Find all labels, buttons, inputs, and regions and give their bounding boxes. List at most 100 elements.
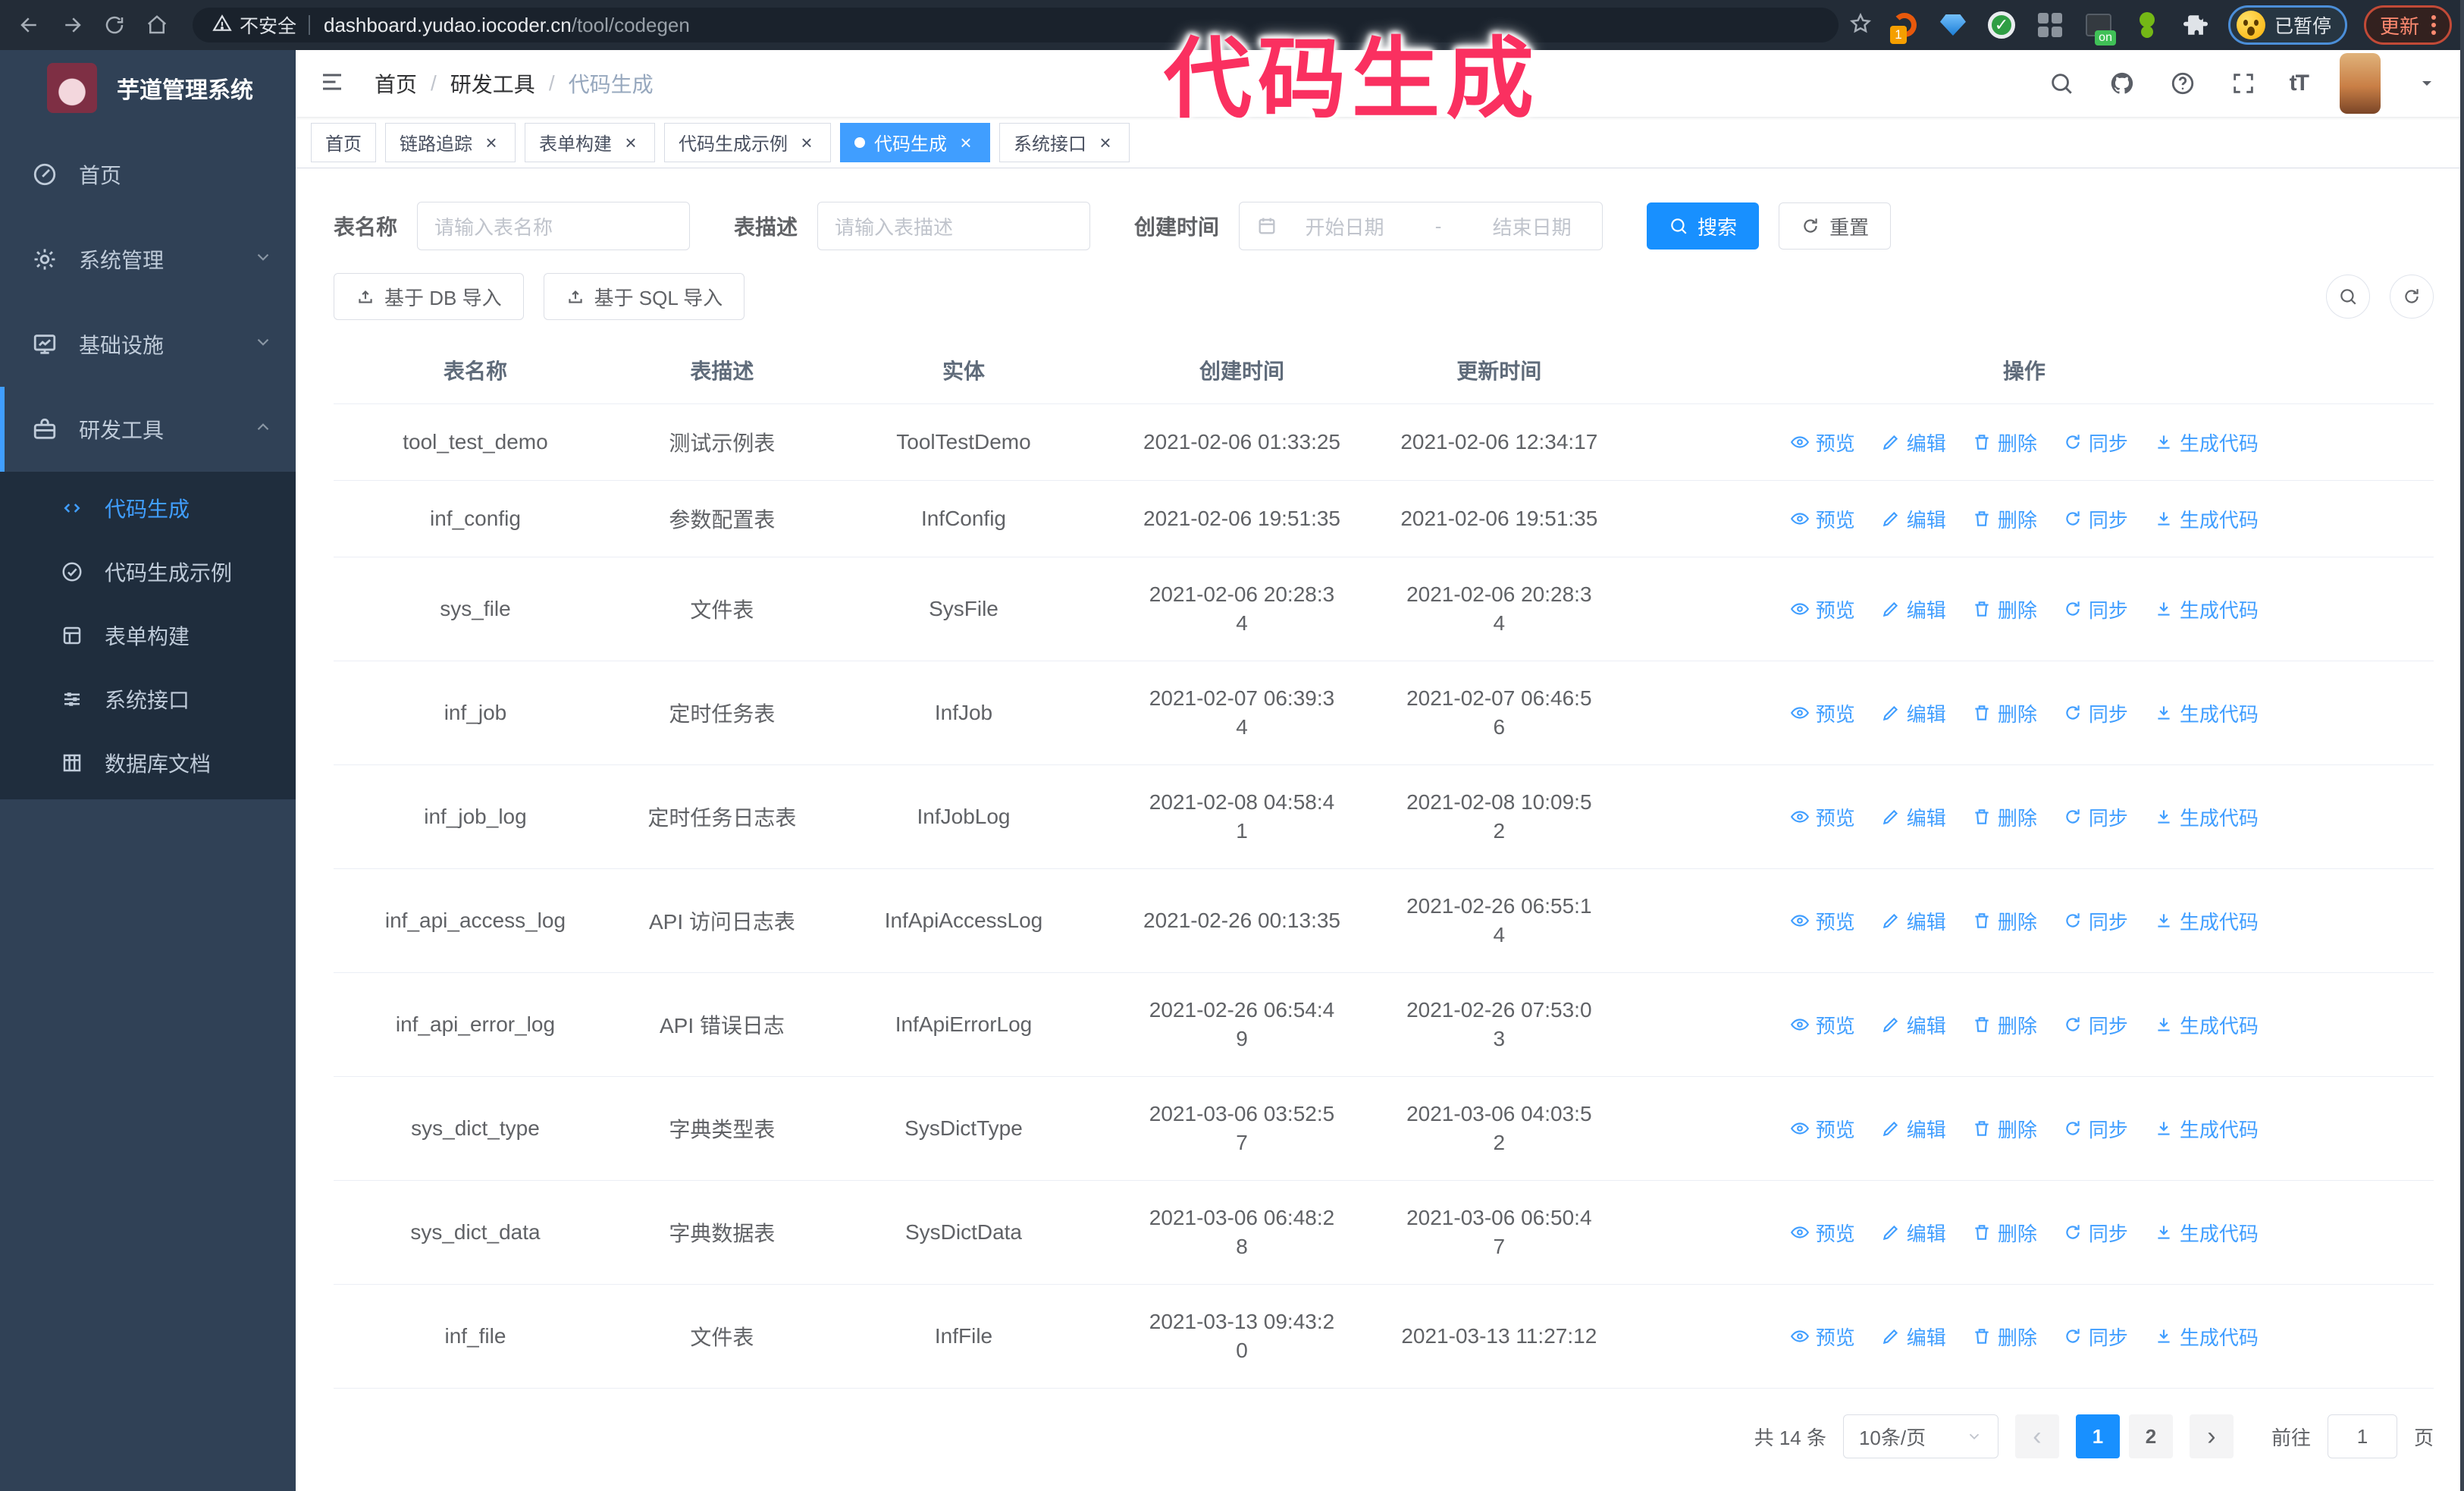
preview-link[interactable]: 预览 — [1790, 595, 1855, 623]
table-desc-input[interactable]: 请输入表描述 — [817, 202, 1091, 250]
preview-link[interactable]: 预览 — [1790, 907, 1855, 935]
sidebar-item-codegen[interactable]: 代码生成 — [0, 476, 296, 540]
delete-link[interactable]: 删除 — [1972, 1219, 2037, 1247]
not-secure-label[interactable]: 不安全 — [240, 16, 297, 37]
toggle-search-button[interactable] — [2326, 275, 2370, 319]
sync-link[interactable]: 同步 — [2063, 907, 2128, 935]
tab-系统接口[interactable]: 系统接口 × — [999, 122, 1130, 162]
table-name-input[interactable]: 请输入表名称 — [417, 202, 691, 250]
generate-code-link[interactable]: 生成代码 — [2154, 428, 2259, 457]
generate-code-link[interactable]: 生成代码 — [2154, 1219, 2259, 1247]
extension-check-icon[interactable]: ✓ — [1986, 9, 2017, 41]
generate-code-link[interactable]: 生成代码 — [2154, 1115, 2259, 1143]
sync-link[interactable]: 同步 — [2063, 1011, 2128, 1039]
delete-link[interactable]: 删除 — [1972, 595, 2037, 623]
generate-code-link[interactable]: 生成代码 — [2154, 907, 2259, 935]
tab-链路追踪[interactable]: 链路追踪 × — [385, 122, 516, 162]
tab-close-icon[interactable]: × — [960, 130, 972, 154]
sync-link[interactable]: 同步 — [2063, 699, 2128, 727]
sync-link[interactable]: 同步 — [2063, 1115, 2128, 1143]
extension-grid-icon[interactable] — [2034, 9, 2066, 41]
import-sql-button[interactable]: 基于 SQL 导入 — [543, 273, 745, 320]
delete-link[interactable]: 删除 — [1972, 1323, 2037, 1351]
sync-link[interactable]: 同步 — [2063, 595, 2128, 623]
sidebar-item-db-doc[interactable]: 数据库文档 — [0, 731, 296, 795]
preview-link[interactable]: 预览 — [1790, 1115, 1855, 1143]
page-size-select[interactable]: 10条/页 — [1842, 1414, 1998, 1458]
preview-link[interactable]: 预览 — [1790, 1011, 1855, 1039]
preview-link[interactable]: 预览 — [1790, 803, 1855, 831]
import-db-button[interactable]: 基于 DB 导入 — [334, 273, 524, 320]
generate-code-link[interactable]: 生成代码 — [2154, 505, 2259, 533]
edit-link[interactable]: 编辑 — [1881, 1219, 1946, 1247]
search-button[interactable]: 搜索 — [1647, 202, 1760, 250]
sync-link[interactable]: 同步 — [2063, 1323, 2128, 1351]
delete-link[interactable]: 删除 — [1972, 505, 2037, 533]
avatar-caret-down-icon[interactable] — [2412, 69, 2441, 98]
delete-link[interactable]: 删除 — [1972, 907, 2037, 935]
delete-link[interactable]: 删除 — [1972, 1115, 2037, 1143]
generate-code-link[interactable]: 生成代码 — [2154, 1011, 2259, 1039]
sidebar-item-form-builder[interactable]: 表单构建 — [0, 604, 296, 667]
browser-back-icon[interactable] — [12, 8, 47, 42]
sync-link[interactable]: 同步 — [2063, 505, 2128, 533]
edit-link[interactable]: 编辑 — [1881, 505, 1946, 533]
edit-link[interactable]: 编辑 — [1881, 907, 1946, 935]
fullscreen-icon[interactable] — [2229, 69, 2258, 98]
edit-link[interactable]: 编辑 — [1881, 428, 1946, 457]
browser-menu-dots-icon[interactable] — [2431, 15, 2436, 35]
github-icon[interactable] — [2108, 69, 2136, 98]
sync-link[interactable]: 同步 — [2063, 428, 2128, 457]
extension-person-icon[interactable] — [2131, 9, 2163, 41]
tab-表单构建[interactable]: 表单构建 × — [525, 122, 655, 162]
tab-代码生成[interactable]: 代码生成 × — [840, 122, 990, 162]
next-page-button[interactable]: › — [2189, 1414, 2234, 1458]
delete-link[interactable]: 删除 — [1972, 699, 2037, 727]
browser-reload-icon[interactable] — [97, 8, 132, 42]
generate-code-link[interactable]: 生成代码 — [2154, 699, 2259, 727]
tab-close-icon[interactable]: × — [1099, 130, 1111, 154]
breadcrumb-dev-tools[interactable]: 研发工具 — [450, 73, 535, 96]
sidebar-item-dev-tools[interactable]: 研发工具 — [0, 387, 296, 472]
edit-link[interactable]: 编辑 — [1881, 595, 1946, 623]
delete-link[interactable]: 删除 — [1972, 1011, 2037, 1039]
tab-close-icon[interactable]: × — [801, 130, 813, 154]
help-icon[interactable] — [2168, 69, 2197, 98]
generate-code-link[interactable]: 生成代码 — [2154, 803, 2259, 831]
sidebar-item-codegen-example[interactable]: 代码生成示例 — [0, 540, 296, 604]
edit-link[interactable]: 编辑 — [1881, 1011, 1946, 1039]
delete-link[interactable]: 删除 — [1972, 803, 2037, 831]
generate-code-link[interactable]: 生成代码 — [2154, 1323, 2259, 1351]
preview-link[interactable]: 预览 — [1790, 1219, 1855, 1247]
preview-link[interactable]: 预览 — [1790, 699, 1855, 727]
profile-paused-chip[interactable]: 已暂停 — [2227, 5, 2347, 45]
page-button-2[interactable]: 2 — [2128, 1414, 2173, 1458]
app-logo-row[interactable]: 芋道管理系统 — [0, 50, 296, 126]
browser-home-icon[interactable] — [140, 8, 174, 42]
sync-link[interactable]: 同步 — [2063, 1219, 2128, 1247]
extension-gem-icon[interactable] — [1937, 9, 1969, 41]
sidebar-item-home[interactable]: 首页 — [0, 132, 296, 217]
browser-forward-icon[interactable] — [55, 8, 89, 42]
breadcrumb-home[interactable]: 首页 — [375, 73, 418, 96]
hamburger-icon[interactable] — [318, 68, 349, 99]
prev-page-button[interactable]: ‹ — [2014, 1414, 2059, 1458]
tab-close-icon[interactable]: × — [485, 130, 497, 154]
bookmark-star-icon[interactable] — [1849, 12, 1872, 39]
edit-link[interactable]: 编辑 — [1881, 1115, 1946, 1143]
date-range-picker[interactable]: 开始日期 - 结束日期 — [1239, 202, 1603, 250]
page-button-1[interactable]: 1 — [2075, 1414, 2120, 1458]
tab-首页[interactable]: 首页 — [311, 122, 376, 162]
font-size-icon[interactable]: tT — [2289, 71, 2309, 96]
extensions-puzzle-icon[interactable] — [2180, 9, 2212, 41]
delete-link[interactable]: 删除 — [1972, 428, 2037, 457]
sync-link[interactable]: 同步 — [2063, 803, 2128, 831]
tab-代码生成示例[interactable]: 代码生成示例 × — [664, 122, 831, 162]
edit-link[interactable]: 编辑 — [1881, 803, 1946, 831]
url-bar[interactable]: 不安全 dashboard.yudao.iocoder.cn/tool/code… — [193, 8, 1839, 42]
reset-button[interactable]: 重置 — [1779, 202, 1892, 250]
page-url[interactable]: dashboard.yudao.iocoder.cn/tool/codegen — [324, 13, 690, 36]
sidebar-item-infrastructure[interactable]: 基础设施 — [0, 302, 296, 387]
edit-link[interactable]: 编辑 — [1881, 1323, 1946, 1351]
extension-on-icon[interactable]: on — [2083, 9, 2116, 46]
